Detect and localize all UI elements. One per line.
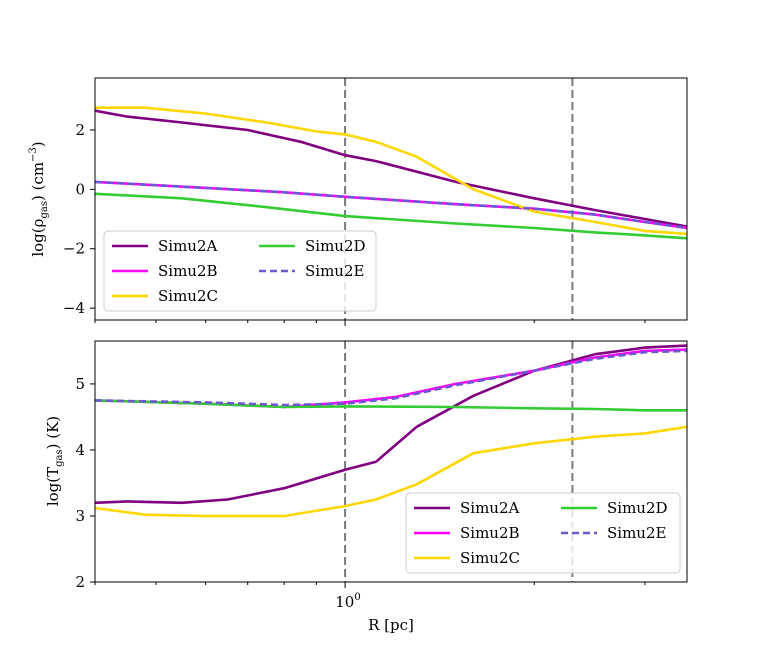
top-y-tick-label: 2 bbox=[75, 121, 85, 139]
bottom-legend-label-simu2b: Simu2B bbox=[460, 524, 520, 542]
bottom-series-simu2e bbox=[94, 349, 688, 407]
top-panel-legend: Simu2A Simu2B Simu2C Simu2D Simu2E bbox=[103, 230, 377, 312]
top-legend-frame bbox=[103, 230, 377, 312]
bottom-series-simu2a bbox=[94, 344, 688, 505]
bottom-series-simu2c bbox=[94, 425, 688, 518]
top-panel: 20−2−4 log(ρgas) (cm−3) Simu2ASimu2BSimu… bbox=[28, 77, 688, 326]
bottom-panel-frame bbox=[94, 340, 688, 583]
bottom-legend-label-simu2c: Simu2C bbox=[460, 549, 520, 567]
bottom-panel-y-axis-label: log(Tgas) (K) bbox=[44, 416, 65, 506]
top-y-tick-label: −4 bbox=[63, 299, 85, 317]
top-legend-label-simu2b: Simu2B bbox=[158, 262, 218, 280]
top-series-simu2c bbox=[95, 106, 688, 236]
bottom-legend-label-simu2a: Simu2A bbox=[460, 499, 520, 517]
top-series-simu2d bbox=[94, 192, 688, 240]
bottom-legend-frame bbox=[405, 492, 681, 574]
top-legend-label-simu2c: Simu2C bbox=[158, 287, 218, 305]
bottom-y-tick-label: 2 bbox=[75, 573, 85, 591]
top-series-simu2a bbox=[94, 109, 688, 228]
top-legend-label-simu2e: Simu2E bbox=[305, 262, 364, 280]
top-y-tick-label: 0 bbox=[75, 180, 85, 198]
top-legend-label-simu2a: Simu2A bbox=[158, 237, 218, 255]
bottom-panel-x-tick-label-1e0: 100 bbox=[335, 592, 360, 611]
top-legend-label-simu2d: Simu2D bbox=[305, 237, 366, 255]
top-y-tick-label: −2 bbox=[63, 240, 85, 258]
top-panel-y-ticks: 2 0 −2 −4 bbox=[63, 121, 95, 317]
top-series-simu2e bbox=[94, 180, 688, 230]
top-panel-marks bbox=[94, 78, 688, 320]
bottom-y-tick-label: 3 bbox=[75, 507, 85, 525]
top-panel-y-axis-label: log(ρgas) (cm−3) bbox=[28, 141, 50, 256]
bottom-panel-marks bbox=[94, 341, 688, 582]
bottom-legend-label-simu2d: Simu2D bbox=[607, 499, 668, 517]
bottom-panel-y-ticks: 5 4 3 2 bbox=[75, 375, 95, 591]
x-axis-label: R [pc] bbox=[368, 616, 414, 634]
top-panel-frame bbox=[94, 77, 688, 321]
bottom-series-simu2d bbox=[94, 399, 687, 412]
bottom-panel-legend: Simu2A Simu2B Simu2C Simu2D Simu2E bbox=[405, 492, 681, 574]
bottom-y-tick-label: 5 bbox=[75, 375, 85, 393]
bottom-y-tick-label: 4 bbox=[75, 441, 85, 459]
bottom-legend-label-simu2e: Simu2E bbox=[607, 524, 666, 542]
